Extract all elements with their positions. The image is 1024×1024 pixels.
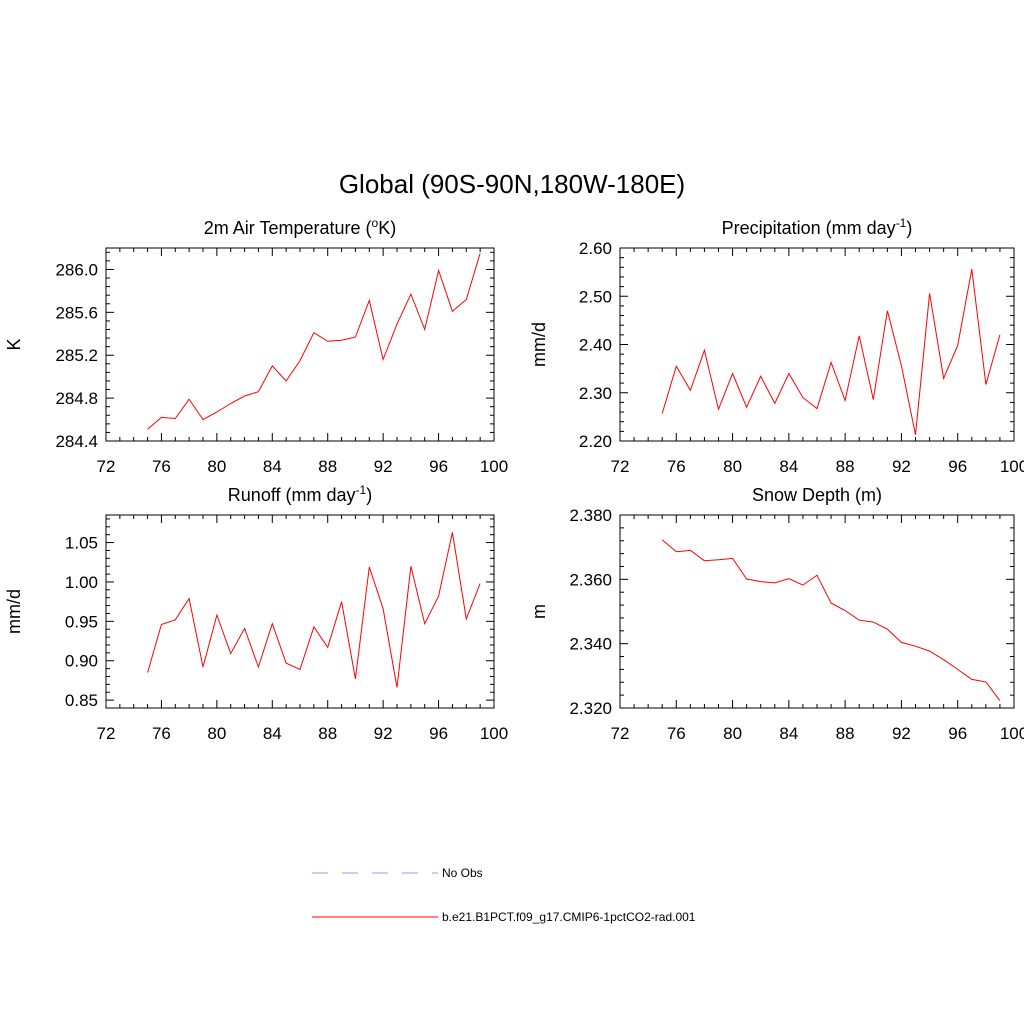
x-tick-label: 76 xyxy=(152,457,171,476)
x-tick-label: 96 xyxy=(948,724,967,743)
panel-title: Runoff (mm day-1) xyxy=(228,483,372,505)
y-tick-label: 2.60 xyxy=(579,239,612,258)
y-tick-label: 2.50 xyxy=(579,287,612,306)
y-tick-label: 1.05 xyxy=(65,534,98,553)
chart-panel-2: 72 76 80 84 88 92 96 100 2.20 2.30 2.40 2.50 2.60 mm/… xyxy=(529,216,1024,476)
x-tick-label: 80 xyxy=(207,457,226,476)
plot-frame xyxy=(105,514,495,709)
x-tick-label: 96 xyxy=(429,457,448,476)
x-tick-label: 100 xyxy=(1000,724,1024,743)
y-tick-label: 284.8 xyxy=(55,389,98,408)
y-axis-label: mm/d xyxy=(4,589,24,634)
x-tick-label: 72 xyxy=(611,457,630,476)
x-tick-label: 92 xyxy=(374,724,393,743)
x-tick-label: 72 xyxy=(97,457,116,476)
x-tick-label: 80 xyxy=(207,724,226,743)
x-tick-label: 92 xyxy=(892,724,911,743)
y-tick-label: 2.360 xyxy=(569,570,612,589)
y-tick-label: 1.00 xyxy=(65,573,98,592)
y-tick-label: 2.380 xyxy=(569,506,612,525)
plot-frame xyxy=(619,514,1015,709)
x-tick-label: 76 xyxy=(667,724,686,743)
series-line xyxy=(661,269,1001,435)
y-tick-label: 0.95 xyxy=(65,612,98,631)
plot-frame xyxy=(619,247,1015,442)
x-tick-label: 100 xyxy=(1000,457,1024,476)
y-tick-label: 285.2 xyxy=(55,346,98,365)
panel-title: Snow Depth (m) xyxy=(752,485,882,505)
y-tick-label: 0.85 xyxy=(65,691,98,710)
legend-label: b.e21.B1PCT.f09_g17.CMIP6-1pctCO2-rad.00… xyxy=(442,910,696,924)
x-tick-label: 88 xyxy=(836,724,855,743)
chart-panel-3: 72 76 80 84 88 92 96 100 0.85 0.90 0.95 1.00 1.05 mm/… xyxy=(4,483,508,743)
x-tick-label: 76 xyxy=(152,724,171,743)
chart-panel-1: 72 76 80 84 88 92 96 100 284.4 284.8 285.2 285.6 286… xyxy=(4,216,508,476)
x-tick-label: 80 xyxy=(723,457,742,476)
plot-frame xyxy=(105,247,495,442)
series-line xyxy=(147,532,481,688)
series-line xyxy=(661,539,1001,701)
x-tick-label: 100 xyxy=(480,724,508,743)
panels: 72 76 80 84 88 92 96 100 284.4 284.8 285.2 285.6 286… xyxy=(4,216,1024,743)
x-tick-label: 96 xyxy=(429,724,448,743)
x-tick-label: 72 xyxy=(611,724,630,743)
y-axis-label: K xyxy=(4,338,24,350)
x-tick-label: 88 xyxy=(318,724,337,743)
series-line xyxy=(147,253,481,430)
legend: No Obs b.e21.B1PCT.f09_g17.CMIP6-1pctCO2-… xyxy=(312,866,696,924)
x-tick-label: 84 xyxy=(263,457,282,476)
y-tick-label: 2.30 xyxy=(579,384,612,403)
y-tick-label: 2.20 xyxy=(579,432,612,451)
y-tick-label: 284.4 xyxy=(55,432,98,451)
x-tick-label: 96 xyxy=(948,457,967,476)
x-tick-label: 84 xyxy=(779,457,798,476)
y-tick-label: 0.90 xyxy=(65,652,98,671)
figure-title: Global (90S-90N,180W-180E) xyxy=(339,169,685,199)
x-tick-label: 92 xyxy=(892,457,911,476)
y-tick-label: 2.340 xyxy=(569,635,612,654)
y-tick-label: 2.320 xyxy=(569,699,612,718)
y-tick-label: 286.0 xyxy=(55,260,98,279)
x-tick-label: 88 xyxy=(836,457,855,476)
x-tick-label: 88 xyxy=(318,457,337,476)
y-tick-label: 285.6 xyxy=(55,303,98,322)
chart-panel-4: 72 76 80 84 88 92 96 100 2.320 2.340 2.360 2.380 m Sn… xyxy=(529,485,1024,743)
x-tick-label: 84 xyxy=(263,724,282,743)
x-tick-label: 84 xyxy=(779,724,798,743)
panel-title: 2m Air Temperature (oK) xyxy=(204,216,396,238)
y-axis-label: m xyxy=(529,604,549,619)
panel-title: Precipitation (mm day-1) xyxy=(722,216,913,238)
x-tick-label: 100 xyxy=(480,457,508,476)
x-tick-label: 92 xyxy=(374,457,393,476)
y-tick-label: 2.40 xyxy=(579,336,612,355)
legend-label: No Obs xyxy=(442,866,483,880)
y-axis-label: mm/d xyxy=(529,322,549,367)
x-tick-label: 72 xyxy=(97,724,116,743)
x-tick-label: 80 xyxy=(723,724,742,743)
x-tick-label: 76 xyxy=(667,457,686,476)
